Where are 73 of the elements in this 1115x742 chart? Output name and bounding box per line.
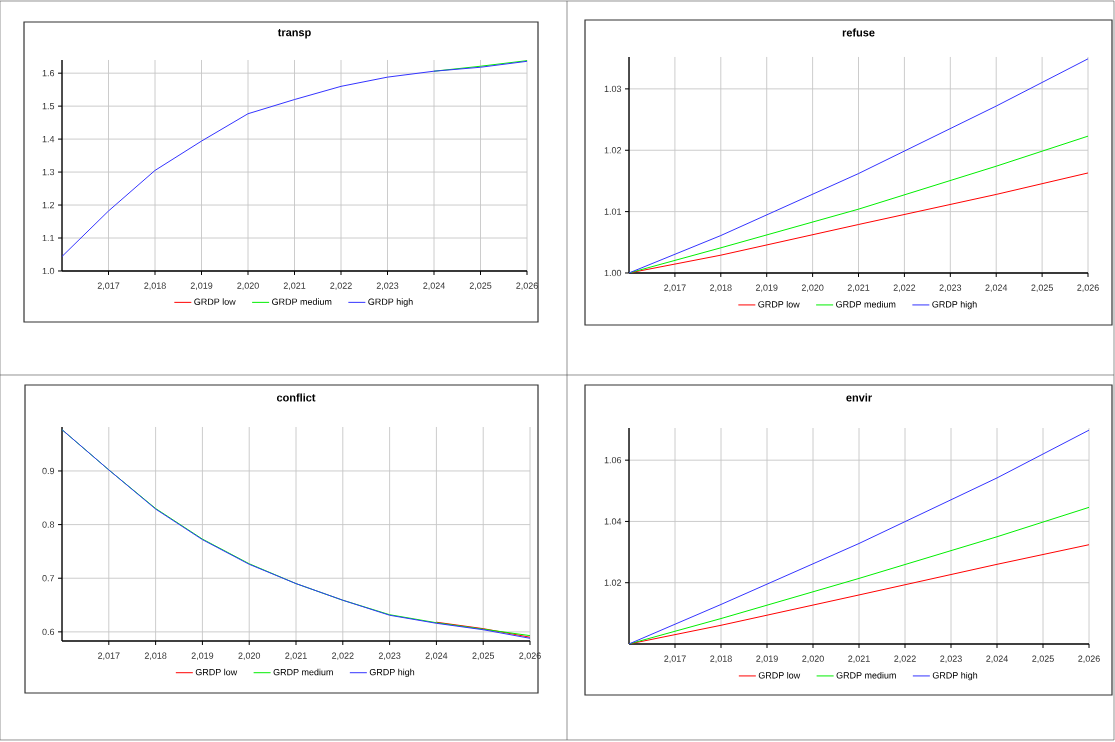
y-tick-label: 0.9 [42, 467, 55, 475]
y-tick-label: 1.02 [604, 147, 622, 154]
y-tick-label: 0.7 [42, 575, 55, 582]
legend-label: GRDP medium [836, 300, 896, 308]
x-tick-label: 2,021 [285, 652, 307, 660]
x-tick-label: 2,024 [425, 652, 448, 660]
x-tick-label: 2,020 [802, 655, 824, 663]
legend-label: GRDP low [758, 300, 800, 308]
y-tick-label: 1.02 [604, 579, 622, 586]
y-tick-label: 1.01 [604, 208, 622, 215]
legend-label: GRDP medium [273, 668, 333, 676]
legend-label: GRDP high [932, 671, 978, 681]
x-tick-label: 2,021 [283, 282, 306, 290]
chart-title: envir [846, 393, 872, 402]
legend-label: GRDP low [194, 298, 236, 305]
x-tick-label: 2,021 [847, 284, 870, 292]
x-tick-label: 2,023 [940, 655, 962, 663]
chart-title: conflict [276, 393, 316, 402]
x-tick-label: 2,017 [98, 652, 120, 660]
x-tick-label: 2,019 [756, 655, 778, 663]
x-tick-label: 2,017 [664, 284, 686, 292]
y-tick-label: 1.0 [42, 267, 55, 275]
x-tick-label: 2,022 [894, 655, 916, 663]
y-tick-label: 1.2 [42, 201, 55, 209]
x-tick-label: 2,020 [237, 282, 259, 290]
x-tick-label: 2,018 [710, 284, 732, 292]
y-tick-label: 1.3 [42, 168, 55, 176]
x-tick-label: 2,018 [710, 655, 732, 663]
x-tick-label: 2,023 [939, 284, 962, 292]
y-tick-label: 1.5 [42, 103, 55, 110]
x-tick-label: 2,026 [1078, 655, 1100, 663]
x-tick-label: 2,022 [332, 652, 354, 660]
legend-label: GRDP low [758, 671, 801, 679]
x-tick-label: 2,019 [191, 652, 214, 660]
x-tick-label: 2,024 [986, 655, 1008, 663]
chart-title: transp [277, 29, 311, 39]
y-tick-label: 1.03 [604, 85, 622, 93]
x-tick-label: 2,018 [144, 282, 166, 290]
x-tick-label: 2,024 [985, 284, 1008, 292]
x-tick-label: 2,020 [801, 284, 824, 292]
y-tick-label: 1.4 [42, 136, 55, 143]
x-tick-label: 2,019 [755, 284, 778, 292]
y-tick-label: 1.6 [42, 69, 55, 77]
x-tick-label: 2,022 [330, 282, 352, 290]
y-tick-label: 1.1 [42, 234, 55, 242]
legend-label: GRDP low [195, 668, 238, 676]
y-tick-label: 1.00 [604, 269, 622, 277]
line-series [62, 60, 528, 257]
y-tick-label: 1.04 [604, 518, 622, 525]
y-tick-label: 1.06 [604, 456, 622, 464]
x-tick-label: 2,023 [376, 282, 399, 290]
y-tick-label: 0.6 [42, 628, 55, 636]
legend-label: GRDP high [368, 298, 413, 307]
x-tick-label: 2,026 [1077, 284, 1099, 292]
chart-title: refuse [842, 28, 875, 37]
x-tick-label: 2,023 [378, 652, 401, 660]
x-tick-label: 2,017 [664, 655, 686, 663]
x-tick-label: 2,025 [472, 652, 495, 660]
x-tick-label: 2,022 [893, 284, 916, 292]
x-tick-label: 2,021 [848, 655, 870, 663]
x-tick-label: 2,025 [1031, 284, 1053, 292]
legend-label: GRDP medium [836, 671, 896, 679]
y-tick-label: 0.8 [42, 521, 55, 528]
legend-label: GRDP medium [272, 298, 332, 305]
x-tick-label: 2,020 [238, 652, 261, 660]
x-tick-label: 2,019 [190, 282, 213, 290]
x-tick-label: 2,017 [97, 282, 120, 290]
x-tick-label: 2,025 [469, 282, 492, 290]
x-tick-label: 2,024 [423, 282, 445, 290]
legend-label: GRDP high [369, 668, 415, 678]
x-tick-label: 2,025 [1032, 655, 1054, 663]
x-tick-label: 2,018 [144, 652, 167, 660]
legend-label: GRDP high [932, 300, 977, 310]
